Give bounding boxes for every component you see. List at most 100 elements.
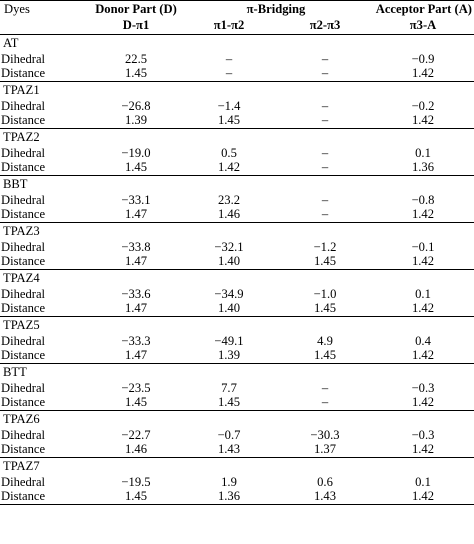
empty-cell	[372, 82, 474, 100]
dye-name-row: BBT	[0, 176, 474, 194]
dihedral-row: Dihedral −33.1 23.2 – −0.8	[0, 193, 474, 207]
dihedral-label: Dihedral	[1, 146, 46, 160]
dye-name-row: TPAZ5	[0, 317, 474, 335]
distance-value: 1.42	[372, 489, 474, 505]
distance-value: 1.45	[278, 254, 372, 270]
distance-value: 1.45	[278, 348, 372, 364]
distance-label: Distance	[0, 207, 92, 223]
dihedral-value: –	[321, 52, 329, 66]
dihedral-value: 0.1	[415, 287, 431, 301]
dye-name: BTT	[3, 365, 27, 379]
empty-cell	[92, 223, 180, 241]
empty-cell	[92, 317, 180, 335]
dihedral-value: 4.9	[317, 334, 333, 348]
empty-cell	[180, 176, 278, 194]
dihedral-value: –	[321, 99, 329, 113]
empty-cell	[92, 129, 180, 147]
dihedral-label: Dihedral	[1, 240, 46, 254]
dihedral-value: −0.7	[217, 428, 241, 442]
distance-label: Distance	[0, 301, 92, 317]
dihedral-value: 23.2	[217, 193, 241, 207]
distance-value: 1.45	[92, 395, 180, 411]
distance-label: Distance	[0, 254, 92, 270]
dihedral-value: −30.3	[310, 428, 340, 442]
distance-value: 1.36	[180, 489, 278, 505]
header-row-sub: D-π1 π1-π2 π2-π3 π3-A	[0, 17, 474, 35]
dihedral-value: −23.5	[121, 381, 151, 395]
empty-cell	[278, 458, 372, 476]
header-sub-empty	[0, 17, 92, 35]
distance-value: 1.37	[278, 442, 372, 458]
dihedral-value: −32.1	[214, 240, 244, 254]
header-sub-pi1-pi2: π1-π2	[180, 17, 278, 35]
dye-name: BBT	[3, 177, 28, 191]
empty-cell	[180, 35, 278, 53]
empty-cell	[278, 364, 372, 382]
dihedral-value: 22.5	[124, 52, 148, 66]
dihedral-value: 7.7	[221, 381, 237, 395]
empty-cell	[180, 317, 278, 335]
distance-row: Distance 1.45– –1.42	[0, 66, 474, 82]
empty-cell	[372, 317, 474, 335]
dihedral-value: –	[321, 193, 329, 207]
empty-cell	[278, 176, 372, 194]
empty-cell	[278, 129, 372, 147]
dihedral-value: –	[225, 52, 233, 66]
distance-value: 1.43	[278, 489, 372, 505]
dihedral-value: −22.7	[121, 428, 151, 442]
dihedral-value: −0.2	[411, 99, 435, 113]
distance-value: 1.42	[372, 348, 474, 364]
dihedral-value: −19.0	[121, 146, 151, 160]
empty-cell	[180, 411, 278, 429]
header-pi-bridging: π-Bridging	[180, 0, 372, 17]
dihedral-value: 0.1	[415, 146, 431, 160]
distance-value: –	[278, 113, 372, 129]
empty-cell	[278, 270, 372, 288]
empty-cell	[278, 223, 372, 241]
distance-value: 1.47	[92, 254, 180, 270]
header-dyes: Dyes	[0, 0, 92, 17]
dihedral-row: Dihedral −22.7 −0.7 −30.3 −0.3	[0, 428, 474, 442]
dihedral-label: Dihedral	[1, 99, 46, 113]
distance-value: 1.40	[180, 301, 278, 317]
distance-value: 1.45	[180, 113, 278, 129]
dihedral-value: −0.3	[411, 381, 435, 395]
distance-row: Distance 1.46 1.43 1.37 1.42	[0, 442, 474, 458]
distance-row: Distance 1.45 1.36 1.43 1.42	[0, 489, 474, 505]
empty-cell	[92, 458, 180, 476]
dihedral-value: −26.8	[121, 99, 151, 113]
empty-cell	[92, 82, 180, 100]
distance-value: 1.42	[372, 395, 474, 411]
dye-name-row: TPAZ3	[0, 223, 474, 241]
header-row-main: Dyes Donor Part (D) π-Bridging Acceptor …	[0, 0, 474, 17]
distance-value: 1.47	[92, 207, 180, 223]
distance-label: Distance	[0, 442, 92, 458]
dihedral-value: −1.0	[313, 287, 337, 301]
dihedral-row: Dihedral −19.5 1.9 0.6 0.1	[0, 475, 474, 489]
empty-cell	[92, 411, 180, 429]
distance-row: Distance 1.45 1.42–1.36	[0, 160, 474, 176]
dihedral-value: −19.5	[121, 475, 151, 489]
dye-name-row: BTT	[0, 364, 474, 382]
distance-label: Distance	[0, 395, 92, 411]
distance-value: 1.40	[180, 254, 278, 270]
dye-name: TPAZ4	[3, 271, 40, 285]
dye-name-row: TPAZ6	[0, 411, 474, 429]
dihedral-value: −1.2	[313, 240, 337, 254]
dye-name-row: TPAZ1	[0, 82, 474, 100]
dihedral-row: Dihedral −33.6 −34.9 −1.0 0.1	[0, 287, 474, 301]
distance-value: –	[180, 66, 278, 82]
distance-value: 1.39	[180, 348, 278, 364]
dihedral-row: Dihedral −33.8 −32.1 −1.2 −0.1	[0, 240, 474, 254]
header-sub-pi3-a: π3-A	[372, 17, 474, 35]
distance-label: Distance	[0, 66, 92, 82]
distance-value: 1.42	[180, 160, 278, 176]
empty-cell	[180, 82, 278, 100]
distance-label: Distance	[0, 489, 92, 505]
distance-value: 1.47	[92, 301, 180, 317]
dihedral-label: Dihedral	[1, 428, 46, 442]
dye-name: TPAZ3	[3, 224, 40, 238]
dihedral-label: Dihedral	[1, 193, 46, 207]
dye-name: AT	[3, 36, 19, 50]
